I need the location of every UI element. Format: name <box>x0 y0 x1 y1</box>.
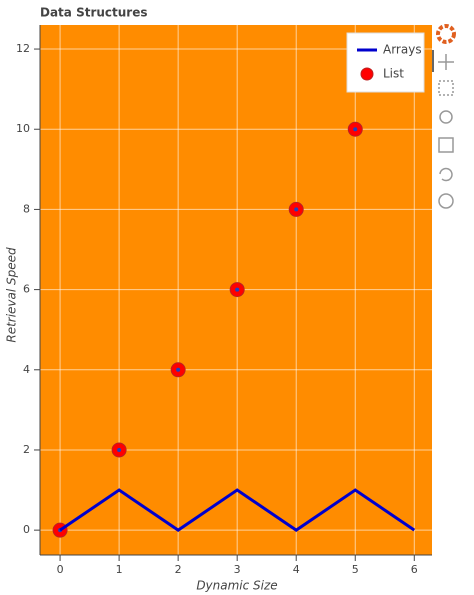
scatter-point-center <box>176 367 181 372</box>
scatter-point-center <box>117 447 122 452</box>
x-axis-label: Dynamic Size <box>196 579 277 593</box>
y-tick-label: 8 <box>23 202 30 215</box>
x-tick-label: 4 <box>293 563 300 576</box>
box-zoom-tool[interactable] <box>438 80 454 96</box>
toolbar <box>432 24 456 209</box>
legend-label: Arrays <box>383 43 422 57</box>
y-tick-label: 12 <box>16 42 30 55</box>
y-tick-label: 10 <box>16 122 30 135</box>
y-tick-label: 2 <box>23 443 30 456</box>
x-tick-label: 2 <box>175 563 182 576</box>
x-tick-label: 5 <box>352 563 359 576</box>
x-tick-label: 0 <box>57 563 64 576</box>
scatter-point-center <box>353 127 358 132</box>
x-tick-label: 3 <box>234 563 241 576</box>
y-tick-label: 6 <box>23 283 30 296</box>
legend-swatch <box>360 67 374 81</box>
chart-title: Data Structures <box>40 6 148 20</box>
y-tick-label: 0 <box>23 523 30 536</box>
x-tick-label: 6 <box>411 563 418 576</box>
legend-box <box>346 32 425 93</box>
bokeh-logo[interactable] <box>436 24 456 44</box>
x-tick-label: 1 <box>116 563 123 576</box>
help-tool[interactable] <box>438 193 454 209</box>
legend-label: List <box>383 67 404 81</box>
wheel-zoom-tool[interactable] <box>439 110 453 124</box>
pan-tool[interactable] <box>438 54 454 70</box>
y-tick-label: 4 <box>23 363 30 376</box>
scatter-point-center <box>294 207 299 212</box>
reset-tool[interactable] <box>439 167 453 182</box>
save-tool[interactable] <box>438 137 454 153</box>
scatter-point-center <box>235 287 240 292</box>
y-axis-label: Retrieval Speed <box>5 247 19 343</box>
series-line <box>59 488 416 532</box>
